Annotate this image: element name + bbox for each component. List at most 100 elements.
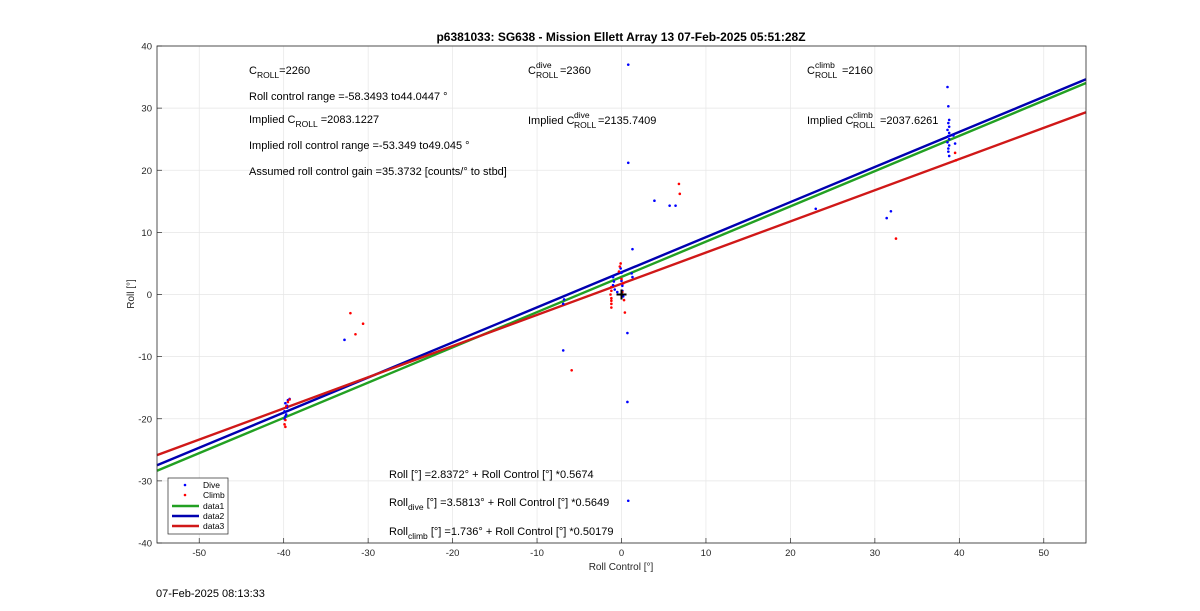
y-tick-label: -40 [138, 539, 152, 550]
climb-point [354, 332, 357, 336]
dive-point [630, 272, 633, 275]
climb-point [610, 285, 613, 289]
dive-point [947, 134, 950, 138]
dive-point [947, 118, 951, 122]
dive-point [952, 134, 955, 137]
dive-point [611, 283, 615, 287]
dive-point [615, 290, 619, 294]
climb-point [284, 418, 287, 422]
dive-point [947, 144, 951, 147]
fit-climb-equation: Rollclimb [°] =1.736° + Roll Control [°]… [389, 526, 613, 541]
dive-point [885, 216, 888, 220]
implied-dive-annotation: Implied C [528, 115, 575, 127]
x-tick-label: -20 [446, 548, 460, 559]
dive-point [626, 499, 630, 503]
x-tick-label: 20 [785, 548, 796, 559]
climb-point [623, 311, 627, 314]
dive-point [561, 349, 565, 352]
c-dive-sup: dive [536, 60, 552, 70]
c-dive-sub: ROLL [536, 70, 558, 80]
dive-point [947, 125, 951, 129]
climb-point [283, 423, 286, 426]
climb-point [570, 368, 573, 372]
legend-data3-label: data3 [203, 521, 225, 531]
climb-point [610, 296, 613, 300]
climb-point [609, 293, 612, 296]
dive-point [631, 275, 634, 279]
x-tick-label: -10 [530, 548, 544, 559]
climb-point [677, 182, 681, 186]
fit-dive-equation: Rolldive [°] =3.5813° + Roll Control [°]… [389, 497, 609, 512]
climb-point [620, 277, 623, 281]
y-tick-label: -30 [138, 476, 152, 487]
legend-data2-label: data2 [203, 511, 225, 521]
dive-point [284, 401, 287, 405]
dive-point [612, 280, 616, 283]
x-tick-label: -50 [192, 548, 206, 559]
dive-point [626, 63, 630, 66]
axis-ticks: -50 -40 -30 -20 -10 0 10 20 30 40 50 -40 -30 -20 -10 0 1… [138, 42, 1049, 560]
dive-point [946, 128, 949, 132]
climb-point [617, 270, 621, 273]
dive-point [562, 298, 566, 301]
c-climb-annotation: C [807, 65, 815, 77]
scatter-points [283, 63, 958, 503]
c-roll-annotation: CROLL=2260 [249, 65, 310, 80]
dive-point [343, 338, 346, 342]
climb-point [361, 322, 365, 325]
climb-point [618, 265, 622, 268]
climb-point [610, 299, 613, 303]
y-axis-label: Roll [°] [126, 279, 137, 309]
dive-point [947, 154, 951, 158]
footer-timestamp: 07-Feb-2025 08:13:33 [156, 588, 265, 600]
x-axis-label: Roll Control [°] [589, 562, 654, 573]
climb-point [284, 425, 287, 429]
y-tick-label: 20 [141, 166, 152, 177]
implied-climb-sup: climb [853, 110, 873, 120]
c-dive-value: =2360 [560, 65, 591, 77]
implied-c-roll-annotation: Implied CROLL =2083.1227 [249, 114, 379, 129]
c-dive-annotation: C [528, 65, 536, 77]
chart-title: p6381033: SG638 - Mission Ellett Array 1… [436, 30, 805, 44]
climb-point [622, 298, 626, 302]
dive-point [620, 271, 623, 275]
dive-point [626, 400, 629, 404]
climb-point [284, 405, 288, 408]
climb-point [349, 311, 352, 315]
climb-point [610, 302, 613, 306]
y-tick-label: 10 [141, 228, 152, 239]
dive-point [947, 150, 950, 153]
x-tick-label: 40 [954, 548, 965, 559]
dive-point [626, 161, 630, 165]
dive-point [283, 409, 286, 413]
y-tick-label: 0 [147, 290, 152, 301]
legend-data1-label: data1 [203, 501, 225, 511]
dive-point [947, 137, 951, 141]
dive-point [947, 121, 950, 125]
legend-climb-label: Climb [203, 490, 225, 500]
legend: Dive Climb data1 data2 data3 [167, 477, 229, 535]
dive-point [620, 279, 623, 283]
roll-range-annotation: Roll control range =-58.3493 to44.0447 ° [249, 91, 448, 103]
gain-annotation: Assumed roll control gain =35.3732 [coun… [249, 166, 507, 178]
climb-point [619, 262, 622, 265]
dive-point [953, 142, 957, 145]
dive-point [947, 104, 950, 108]
implied-dive-sup: dive [574, 110, 590, 120]
climb-point [894, 237, 898, 240]
dive-point [668, 204, 671, 207]
climb-point [288, 398, 291, 401]
dive-point [674, 204, 677, 207]
x-tick-label: 0 [619, 548, 624, 559]
c-climb-value: =2160 [842, 65, 873, 77]
x-tick-label: 10 [701, 548, 712, 559]
climb-point [610, 289, 613, 293]
dive-point [889, 209, 893, 213]
climb-point [678, 192, 682, 196]
implied-dive-value: =2135.7409 [598, 115, 656, 127]
climb-point [954, 159, 958, 162]
climb-point [286, 400, 290, 404]
dive-point [814, 207, 818, 211]
dive-point [613, 288, 617, 291]
fit-line-data1 [156, 81, 1087, 472]
